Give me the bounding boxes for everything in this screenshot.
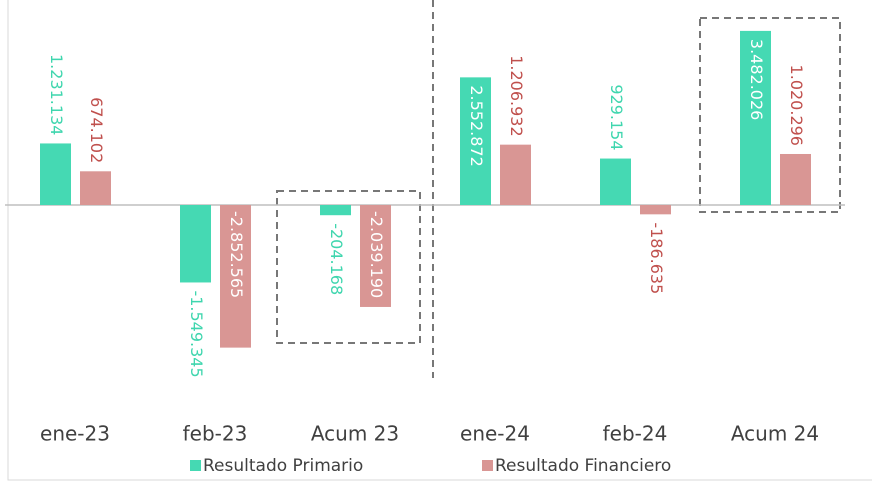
value-label: 1.231.134 [47,54,66,135]
bar [640,205,671,215]
bar [180,205,211,283]
legend-label: Resultado Primario [203,456,363,476]
value-label: -186.635 [647,222,666,294]
legend-label: Resultado Financiero [495,456,671,476]
value-label: 3.482.026 [747,39,766,120]
value-label: 1.206.932 [507,55,526,136]
x-tick-label: ene-24 [460,422,530,446]
bar [780,153,811,205]
value-label: -1.549.345 [187,290,206,377]
x-tick-label: ene-23 [40,422,110,446]
chart-frame [7,0,872,481]
x-tick-label: Acum 24 [731,422,819,446]
bar [500,144,531,205]
x-tick-label: Acum 23 [311,422,399,446]
bar [360,205,391,307]
legend-swatch [190,460,201,471]
value-label: -2.039.190 [367,211,386,298]
x-tick-label: feb-24 [603,422,668,446]
highlight-box [276,190,421,344]
bar [460,77,491,205]
bar [40,143,71,205]
value-label: 674.102 [87,97,106,163]
value-label: -2.852.565 [227,211,246,298]
value-label: 929.154 [607,84,626,150]
x-tick-label: feb-23 [183,422,248,446]
value-label: 1.020.296 [787,65,806,146]
bar [600,158,631,205]
bar [740,30,771,206]
value-label: 2.552.872 [467,85,486,166]
bar [320,205,351,216]
bar [220,205,251,348]
legend-swatch [482,460,493,471]
highlight-box [699,17,841,213]
value-label: -204.168 [327,223,346,295]
bar [80,171,111,205]
